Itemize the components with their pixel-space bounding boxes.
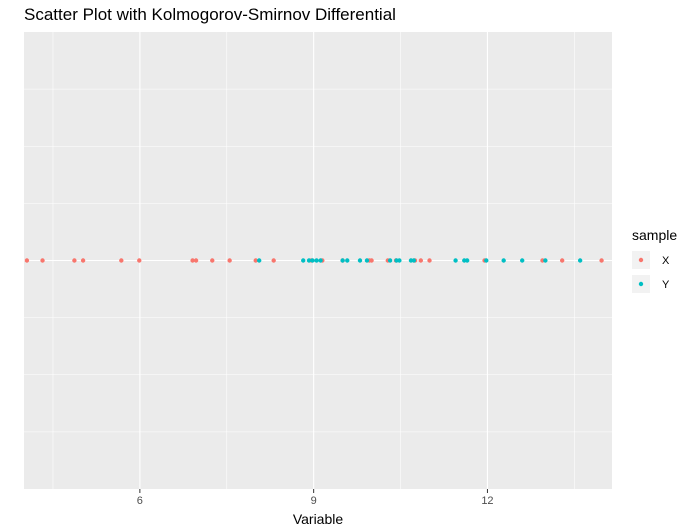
legend-label-y: Y bbox=[662, 279, 670, 291]
data-point-x bbox=[599, 258, 604, 263]
data-point-y bbox=[520, 258, 525, 263]
data-point-y bbox=[577, 258, 583, 263]
data-point-x bbox=[40, 258, 45, 263]
data-point-x bbox=[80, 258, 86, 263]
data-point-y bbox=[453, 258, 458, 263]
data-point-x bbox=[227, 258, 232, 263]
data-point-x bbox=[119, 258, 124, 263]
data-point-y bbox=[484, 258, 489, 263]
data-point-x bbox=[137, 258, 142, 263]
legend-key-y bbox=[638, 281, 644, 287]
data-point-x bbox=[427, 258, 432, 263]
x-axis: 6 9 12 bbox=[137, 489, 494, 507]
legend: sample XY bbox=[632, 227, 677, 293]
data-point-y bbox=[306, 258, 312, 263]
data-point-x bbox=[418, 258, 424, 263]
data-point-y bbox=[364, 258, 370, 263]
legend-label-x: X bbox=[662, 255, 670, 267]
data-point-y bbox=[387, 258, 393, 263]
data-point-y bbox=[301, 258, 306, 263]
data-point-y bbox=[397, 258, 402, 263]
data-point-x bbox=[369, 258, 374, 263]
data-point-x bbox=[193, 258, 199, 263]
data-point-y bbox=[543, 258, 548, 263]
x-tick-label: 9 bbox=[311, 495, 317, 507]
x-tick-label: 12 bbox=[481, 495, 493, 507]
data-point-y bbox=[318, 258, 323, 263]
x-axis-label: Variable bbox=[293, 511, 344, 527]
data-point-y bbox=[345, 258, 350, 263]
data-point-y bbox=[340, 258, 345, 263]
data-point-x bbox=[24, 258, 30, 263]
data-point-x bbox=[210, 258, 215, 263]
x-tick-label: 6 bbox=[137, 495, 143, 507]
data-point-x bbox=[253, 258, 258, 263]
legend-title: sample bbox=[632, 227, 677, 243]
chart-title: Scatter Plot with Kolmogorov-Smirnov Dif… bbox=[24, 5, 396, 24]
data-point-x bbox=[559, 258, 565, 263]
data-point-y bbox=[411, 258, 417, 263]
data-point-y bbox=[314, 258, 319, 263]
data-point-y bbox=[310, 258, 315, 263]
data-point-y bbox=[464, 258, 470, 263]
data-point-y bbox=[257, 258, 262, 263]
legend-key-x bbox=[638, 257, 644, 263]
data-point-x bbox=[72, 258, 77, 263]
data-point-x bbox=[271, 258, 276, 263]
data-point-y bbox=[357, 258, 363, 263]
data-point-x bbox=[190, 258, 195, 263]
data-points bbox=[24, 258, 604, 263]
data-point-y bbox=[501, 258, 506, 263]
